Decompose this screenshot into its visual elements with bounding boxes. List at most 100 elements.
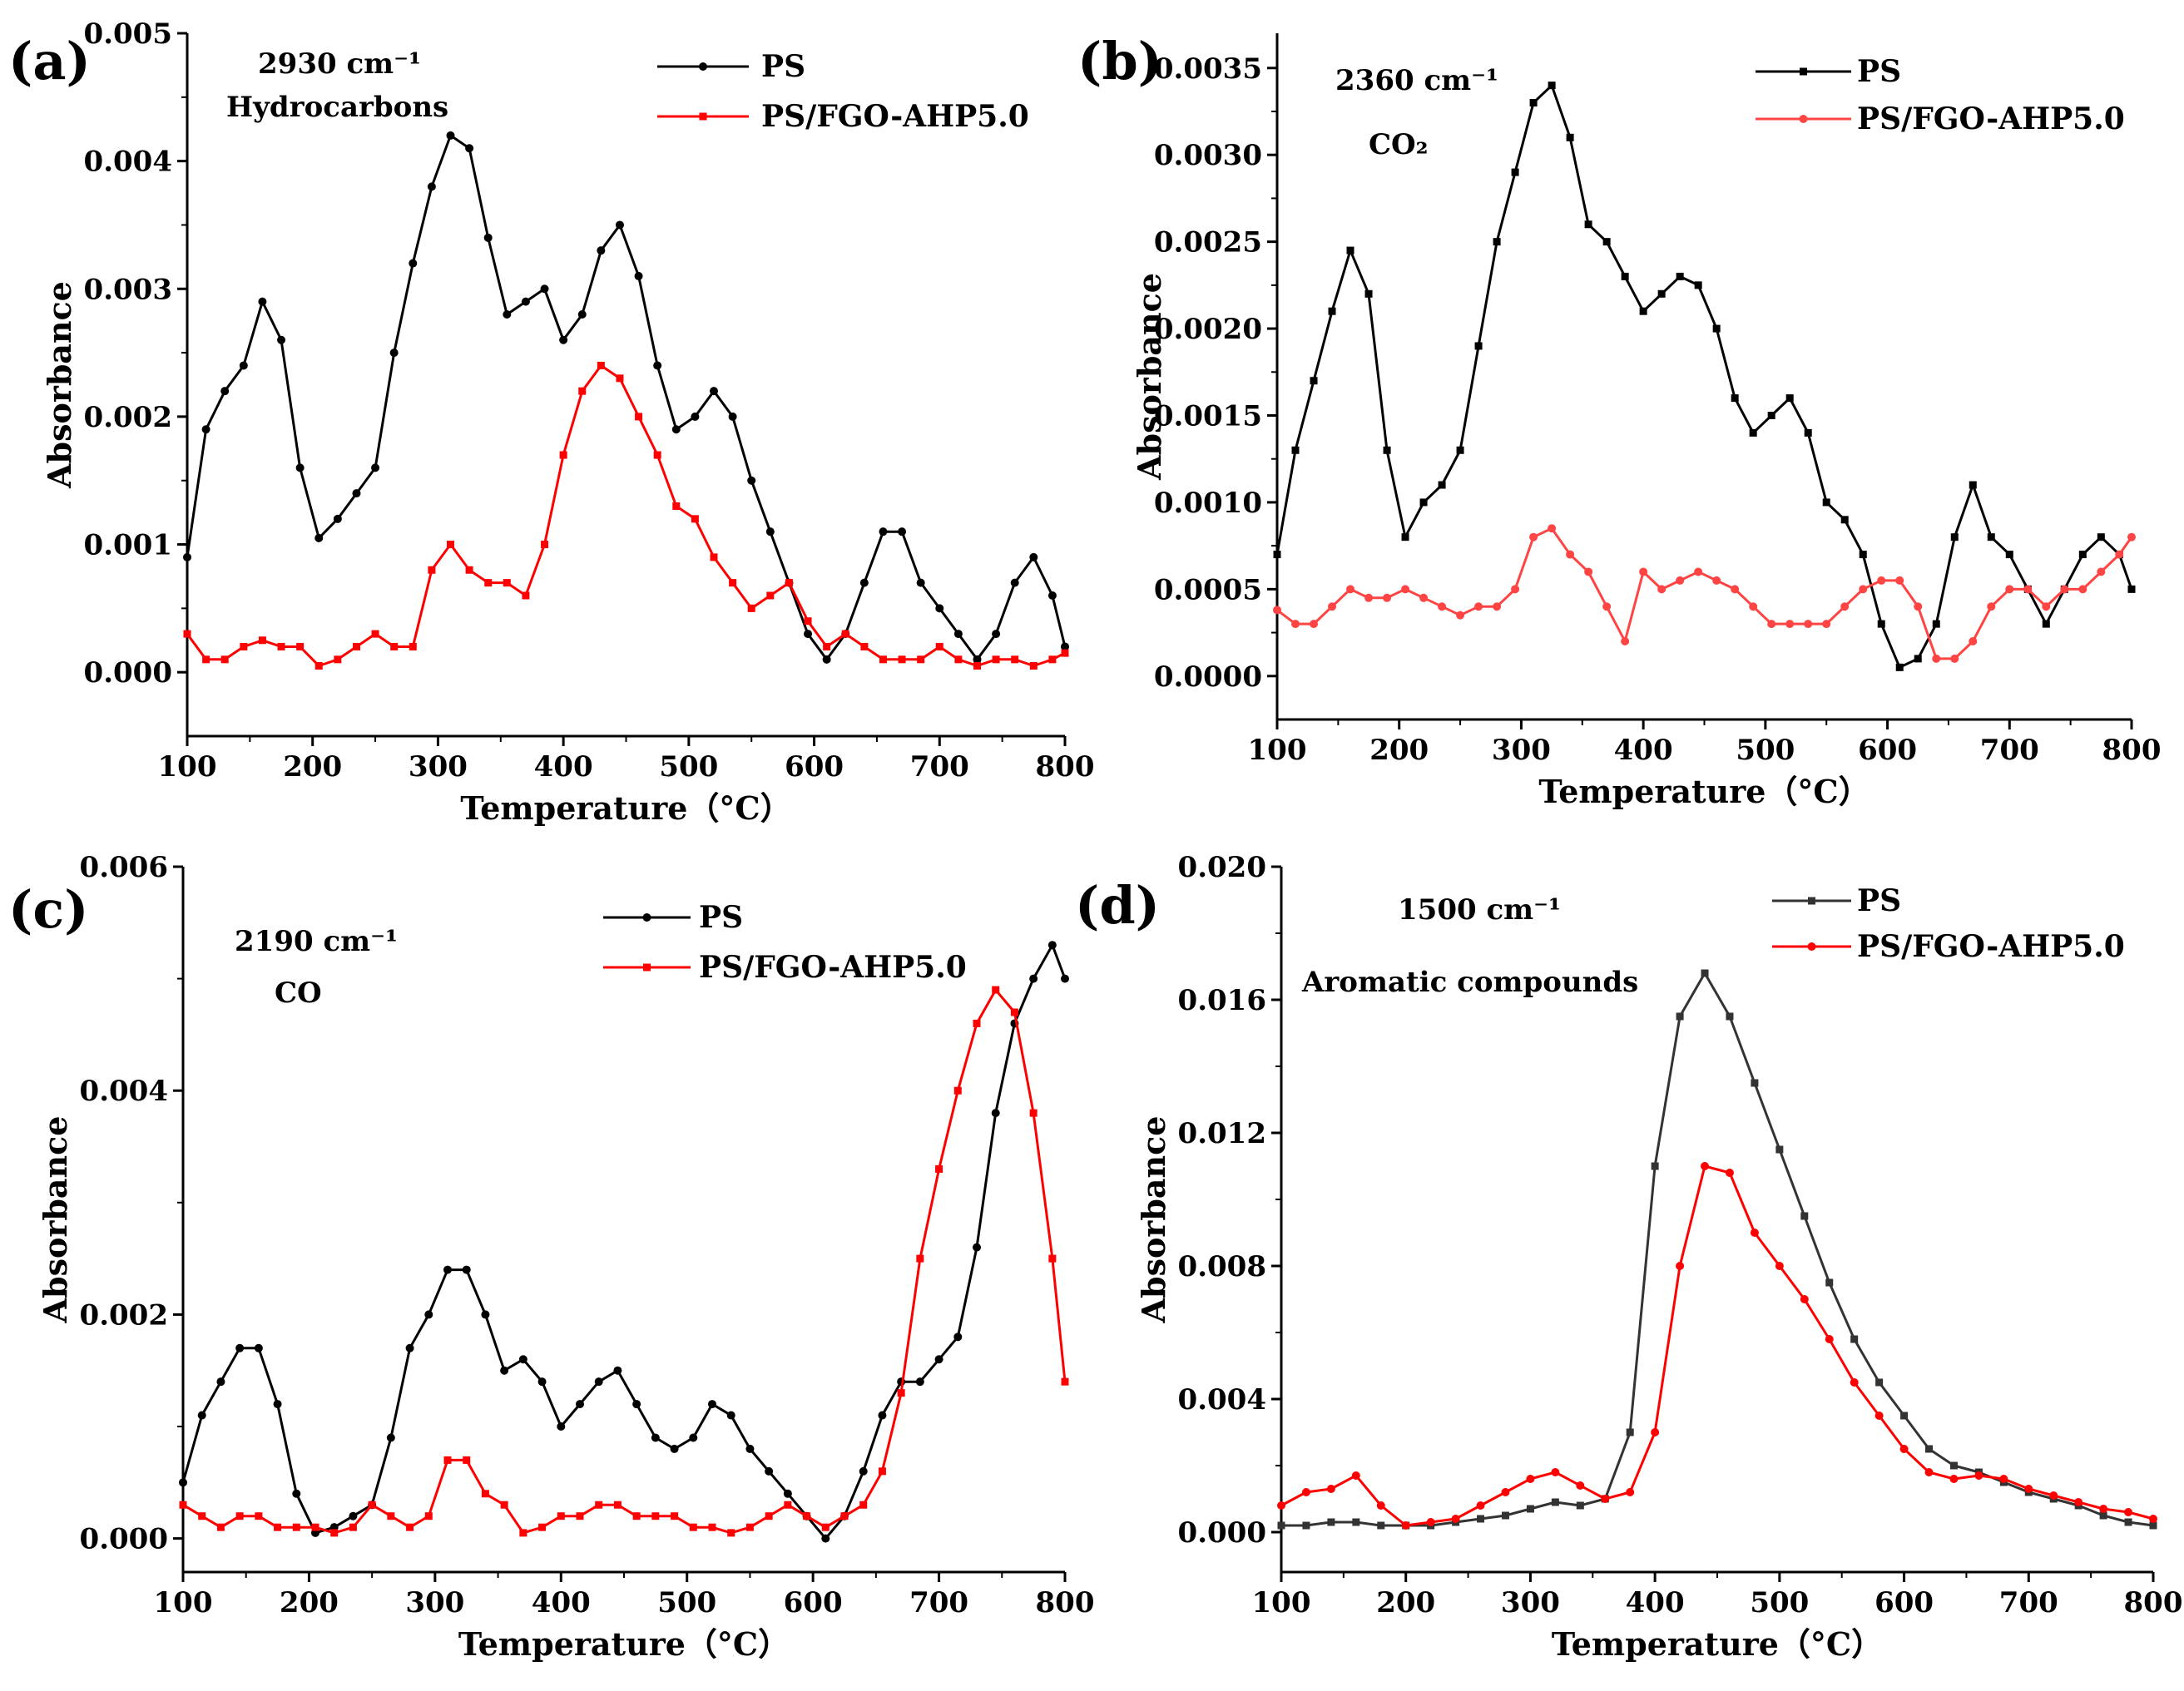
- data-point: [296, 642, 305, 650]
- data-point: [595, 1501, 603, 1509]
- data-point: [765, 1512, 773, 1520]
- data-point: [1840, 602, 1850, 611]
- data-point: [1451, 1515, 1460, 1523]
- data-point: [2149, 1521, 2157, 1530]
- data-point: [258, 297, 267, 306]
- legend-marker: [1799, 115, 1808, 123]
- data-point: [1551, 1468, 1560, 1476]
- x-tick-label: 200: [1369, 734, 1429, 767]
- legend-marker: [1800, 67, 1807, 76]
- y-tick-label: 0.0005: [1154, 573, 1262, 606]
- y-axis-label: Absorbance: [37, 1116, 74, 1324]
- data-point: [1875, 1378, 1884, 1387]
- data-point: [314, 533, 324, 542]
- data-point: [973, 662, 981, 670]
- panel-label: (c): [8, 879, 88, 940]
- legend-entry: PS/FGO-AHP5.0: [657, 99, 1029, 134]
- data-point: [1048, 655, 1057, 664]
- data-point: [1850, 1378, 1859, 1387]
- data-point: [240, 642, 248, 650]
- data-point: [616, 374, 624, 383]
- data-point: [2078, 551, 2087, 559]
- x-tick-label: 200: [283, 750, 342, 784]
- legend-marker: [642, 913, 651, 922]
- data-point: [898, 527, 907, 536]
- y-tick-label: 0.0030: [1154, 139, 1262, 172]
- data-point: [1501, 1511, 1509, 1520]
- data-point: [390, 642, 399, 650]
- data-point: [2042, 602, 2051, 611]
- data-point: [1511, 168, 1519, 176]
- data-point: [258, 636, 266, 645]
- data-point: [578, 387, 587, 395]
- data-point: [1511, 585, 1520, 594]
- data-point: [2023, 585, 2033, 594]
- data-point: [333, 514, 342, 523]
- data-point: [484, 579, 493, 587]
- annot-line-1: 2190 cm⁻¹: [235, 925, 398, 958]
- y-tick-label: 0.002: [80, 1298, 168, 1332]
- data-point: [1310, 377, 1318, 385]
- series-ps: [179, 941, 1069, 1543]
- annot-line-2: Aromatic compounds: [1301, 966, 1638, 999]
- legend-label: PS: [1857, 883, 1901, 918]
- data-point: [1712, 324, 1721, 333]
- data-point: [500, 1501, 508, 1509]
- data-point: [784, 1501, 792, 1509]
- y-tick-label: 0.0015: [1154, 399, 1262, 433]
- data-point: [2097, 533, 2105, 541]
- data-point: [1383, 593, 1392, 602]
- panel-label: (a): [8, 31, 91, 91]
- data-point: [463, 1456, 471, 1464]
- data-point: [765, 1466, 774, 1476]
- data-point: [671, 425, 681, 434]
- data-point: [954, 655, 963, 664]
- data-point: [1047, 941, 1057, 950]
- data-point: [689, 1433, 698, 1442]
- x-tick-label: 600: [785, 750, 844, 784]
- data-point: [1456, 446, 1464, 454]
- data-point: [443, 1456, 452, 1464]
- data-point: [1364, 593, 1374, 602]
- data-point: [1351, 1471, 1360, 1480]
- data-point: [2115, 550, 2124, 559]
- legend-entry: PS/FGO-AHP5.0: [1772, 929, 2125, 964]
- data-point: [183, 630, 191, 638]
- data-point: [597, 246, 606, 255]
- x-tick-label: 700: [909, 1586, 968, 1619]
- data-point: [1767, 620, 1776, 629]
- x-tick-label: 800: [1036, 1586, 1095, 1619]
- data-point: [1804, 428, 1812, 437]
- data-point: [1785, 620, 1795, 629]
- legend-marker: [699, 112, 707, 121]
- data-point: [710, 553, 718, 561]
- data-point: [2097, 567, 2106, 576]
- data-point: [255, 1512, 263, 1520]
- y-tick-label: 0.004: [80, 1075, 168, 1108]
- data-point: [2060, 585, 2069, 594]
- series-line: [1280, 1164, 2154, 1527]
- annot-line-1: 2930 cm⁻¹: [258, 47, 421, 81]
- data-point: [917, 655, 925, 664]
- data-point: [295, 463, 305, 472]
- data-point: [728, 412, 737, 421]
- data-point: [897, 1389, 905, 1397]
- data-point: [1694, 281, 1702, 289]
- data-point: [2124, 1518, 2132, 1526]
- data-point: [1775, 1145, 1784, 1154]
- data-point: [483, 233, 493, 242]
- data-point: [1639, 567, 1648, 576]
- series-ps-fgo-ahp5: [1277, 1162, 2157, 1530]
- panel-label: (b): [1077, 31, 1162, 91]
- data-point: [1731, 585, 1740, 594]
- data-point: [1438, 602, 1447, 611]
- data-point: [1061, 642, 1069, 651]
- data-point: [1639, 307, 1647, 315]
- legend-entry: PS: [657, 49, 805, 84]
- data-point: [708, 1400, 716, 1409]
- data-point: [1651, 1162, 1659, 1170]
- x-tick-label: 300: [409, 750, 468, 784]
- data-point: [1029, 1109, 1038, 1117]
- data-point: [428, 566, 436, 574]
- series-ps: [1277, 969, 2157, 1530]
